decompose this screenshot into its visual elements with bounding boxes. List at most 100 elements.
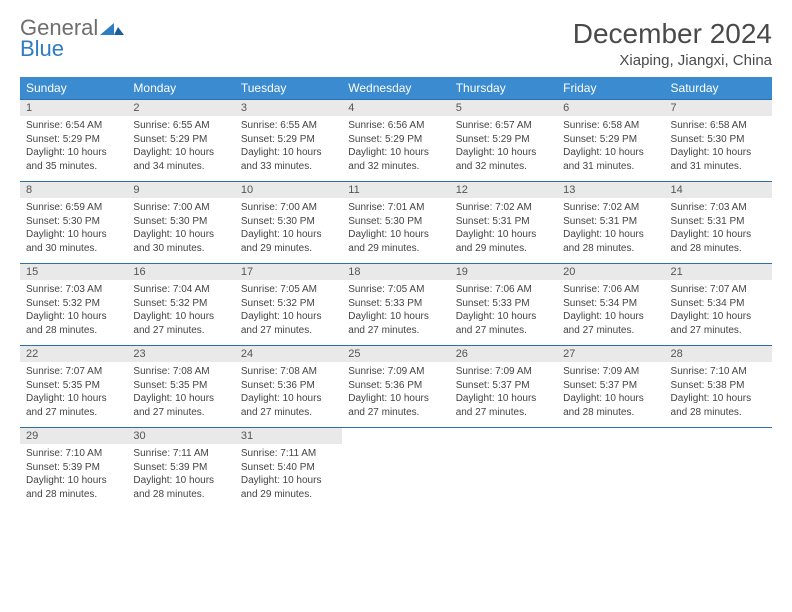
day-cell: 21Sunrise: 7:07 AMSunset: 5:34 PMDayligh… (665, 264, 772, 346)
day-number: 4 (342, 100, 449, 116)
day-number: 14 (665, 182, 772, 198)
calendar-body: 1Sunrise: 6:54 AMSunset: 5:29 PMDaylight… (20, 100, 772, 510)
day-number: 5 (450, 100, 557, 116)
day-details: Sunrise: 7:09 AMSunset: 5:37 PMDaylight:… (450, 362, 557, 427)
day-details: Sunrise: 7:10 AMSunset: 5:38 PMDaylight:… (665, 362, 772, 427)
day-details: Sunrise: 7:02 AMSunset: 5:31 PMDaylight:… (450, 198, 557, 263)
day-number: 21 (665, 264, 772, 280)
day-details: Sunrise: 6:55 AMSunset: 5:29 PMDaylight:… (235, 116, 342, 181)
title-block: December 2024 Xiaping, Jiangxi, China (573, 18, 772, 69)
day-details: Sunrise: 6:55 AMSunset: 5:29 PMDaylight:… (127, 116, 234, 181)
day-details: Sunrise: 7:02 AMSunset: 5:31 PMDaylight:… (557, 198, 664, 263)
day-details: Sunrise: 7:09 AMSunset: 5:36 PMDaylight:… (342, 362, 449, 427)
day-number: 16 (127, 264, 234, 280)
logo: General Blue (20, 18, 124, 60)
day-number: 12 (450, 182, 557, 198)
day-cell: 2Sunrise: 6:55 AMSunset: 5:29 PMDaylight… (127, 100, 234, 182)
day-cell: 26Sunrise: 7:09 AMSunset: 5:37 PMDayligh… (450, 346, 557, 428)
day-details: Sunrise: 7:11 AMSunset: 5:39 PMDaylight:… (127, 444, 234, 509)
day-details: Sunrise: 7:06 AMSunset: 5:34 PMDaylight:… (557, 280, 664, 345)
day-cell: 28Sunrise: 7:10 AMSunset: 5:38 PMDayligh… (665, 346, 772, 428)
day-cell: 30Sunrise: 7:11 AMSunset: 5:39 PMDayligh… (127, 428, 234, 510)
day-number: 27 (557, 346, 664, 362)
day-header-sunday: Sunday (20, 77, 127, 100)
day-details: Sunrise: 6:58 AMSunset: 5:30 PMDaylight:… (665, 116, 772, 181)
day-cell (342, 428, 449, 510)
day-number: 29 (20, 428, 127, 444)
day-header-thursday: Thursday (450, 77, 557, 100)
day-details: Sunrise: 6:57 AMSunset: 5:29 PMDaylight:… (450, 116, 557, 181)
logo-word-blue: Blue (20, 36, 64, 61)
day-cell (450, 428, 557, 510)
day-cell: 29Sunrise: 7:10 AMSunset: 5:39 PMDayligh… (20, 428, 127, 510)
day-number: 13 (557, 182, 664, 198)
day-number: 30 (127, 428, 234, 444)
day-details: Sunrise: 6:54 AMSunset: 5:29 PMDaylight:… (20, 116, 127, 181)
day-number: 2 (127, 100, 234, 116)
day-header-wednesday: Wednesday (342, 77, 449, 100)
day-cell: 3Sunrise: 6:55 AMSunset: 5:29 PMDaylight… (235, 100, 342, 182)
day-cell: 7Sunrise: 6:58 AMSunset: 5:30 PMDaylight… (665, 100, 772, 182)
location: Xiaping, Jiangxi, China (573, 52, 772, 69)
day-number: 26 (450, 346, 557, 362)
day-details: Sunrise: 6:59 AMSunset: 5:30 PMDaylight:… (20, 198, 127, 263)
day-details: Sunrise: 7:07 AMSunset: 5:34 PMDaylight:… (665, 280, 772, 345)
day-number: 25 (342, 346, 449, 362)
day-details: Sunrise: 7:00 AMSunset: 5:30 PMDaylight:… (235, 198, 342, 263)
day-number: 17 (235, 264, 342, 280)
logo-mark-icon (100, 19, 124, 35)
day-cell: 23Sunrise: 7:08 AMSunset: 5:35 PMDayligh… (127, 346, 234, 428)
logo-text: General Blue (20, 18, 124, 60)
day-cell: 9Sunrise: 7:00 AMSunset: 5:30 PMDaylight… (127, 182, 234, 264)
day-cell: 8Sunrise: 6:59 AMSunset: 5:30 PMDaylight… (20, 182, 127, 264)
day-number: 24 (235, 346, 342, 362)
day-header-row: SundayMondayTuesdayWednesdayThursdayFrid… (20, 77, 772, 100)
day-header-tuesday: Tuesday (235, 77, 342, 100)
day-number: 11 (342, 182, 449, 198)
header: General Blue December 2024 Xiaping, Jian… (20, 18, 772, 69)
day-details: Sunrise: 7:04 AMSunset: 5:32 PMDaylight:… (127, 280, 234, 345)
day-cell: 18Sunrise: 7:05 AMSunset: 5:33 PMDayligh… (342, 264, 449, 346)
week-row: 22Sunrise: 7:07 AMSunset: 5:35 PMDayligh… (20, 346, 772, 428)
day-details: Sunrise: 7:07 AMSunset: 5:35 PMDaylight:… (20, 362, 127, 427)
day-details: Sunrise: 7:01 AMSunset: 5:30 PMDaylight:… (342, 198, 449, 263)
day-cell: 11Sunrise: 7:01 AMSunset: 5:30 PMDayligh… (342, 182, 449, 264)
day-cell: 24Sunrise: 7:08 AMSunset: 5:36 PMDayligh… (235, 346, 342, 428)
day-number: 10 (235, 182, 342, 198)
day-number: 6 (557, 100, 664, 116)
day-details: Sunrise: 7:00 AMSunset: 5:30 PMDaylight:… (127, 198, 234, 263)
day-number: 19 (450, 264, 557, 280)
day-number: 1 (20, 100, 127, 116)
day-number: 9 (127, 182, 234, 198)
day-number: 18 (342, 264, 449, 280)
day-details: Sunrise: 7:08 AMSunset: 5:35 PMDaylight:… (127, 362, 234, 427)
day-number: 7 (665, 100, 772, 116)
day-details: Sunrise: 7:11 AMSunset: 5:40 PMDaylight:… (235, 444, 342, 509)
week-row: 29Sunrise: 7:10 AMSunset: 5:39 PMDayligh… (20, 428, 772, 510)
day-details: Sunrise: 7:03 AMSunset: 5:32 PMDaylight:… (20, 280, 127, 345)
day-cell: 5Sunrise: 6:57 AMSunset: 5:29 PMDaylight… (450, 100, 557, 182)
day-cell: 15Sunrise: 7:03 AMSunset: 5:32 PMDayligh… (20, 264, 127, 346)
week-row: 8Sunrise: 6:59 AMSunset: 5:30 PMDaylight… (20, 182, 772, 264)
day-header-friday: Friday (557, 77, 664, 100)
day-cell: 17Sunrise: 7:05 AMSunset: 5:32 PMDayligh… (235, 264, 342, 346)
day-details: Sunrise: 7:05 AMSunset: 5:33 PMDaylight:… (342, 280, 449, 345)
day-details: Sunrise: 7:09 AMSunset: 5:37 PMDaylight:… (557, 362, 664, 427)
day-cell (557, 428, 664, 510)
day-cell: 13Sunrise: 7:02 AMSunset: 5:31 PMDayligh… (557, 182, 664, 264)
day-details: Sunrise: 7:03 AMSunset: 5:31 PMDaylight:… (665, 198, 772, 263)
day-number: 23 (127, 346, 234, 362)
week-row: 15Sunrise: 7:03 AMSunset: 5:32 PMDayligh… (20, 264, 772, 346)
day-header-saturday: Saturday (665, 77, 772, 100)
day-header-monday: Monday (127, 77, 234, 100)
day-cell: 22Sunrise: 7:07 AMSunset: 5:35 PMDayligh… (20, 346, 127, 428)
day-number: 28 (665, 346, 772, 362)
day-details: Sunrise: 7:08 AMSunset: 5:36 PMDaylight:… (235, 362, 342, 427)
day-details: Sunrise: 7:05 AMSunset: 5:32 PMDaylight:… (235, 280, 342, 345)
day-cell (665, 428, 772, 510)
day-number: 22 (20, 346, 127, 362)
day-cell: 19Sunrise: 7:06 AMSunset: 5:33 PMDayligh… (450, 264, 557, 346)
day-details: Sunrise: 7:06 AMSunset: 5:33 PMDaylight:… (450, 280, 557, 345)
day-number: 20 (557, 264, 664, 280)
day-cell: 6Sunrise: 6:58 AMSunset: 5:29 PMDaylight… (557, 100, 664, 182)
